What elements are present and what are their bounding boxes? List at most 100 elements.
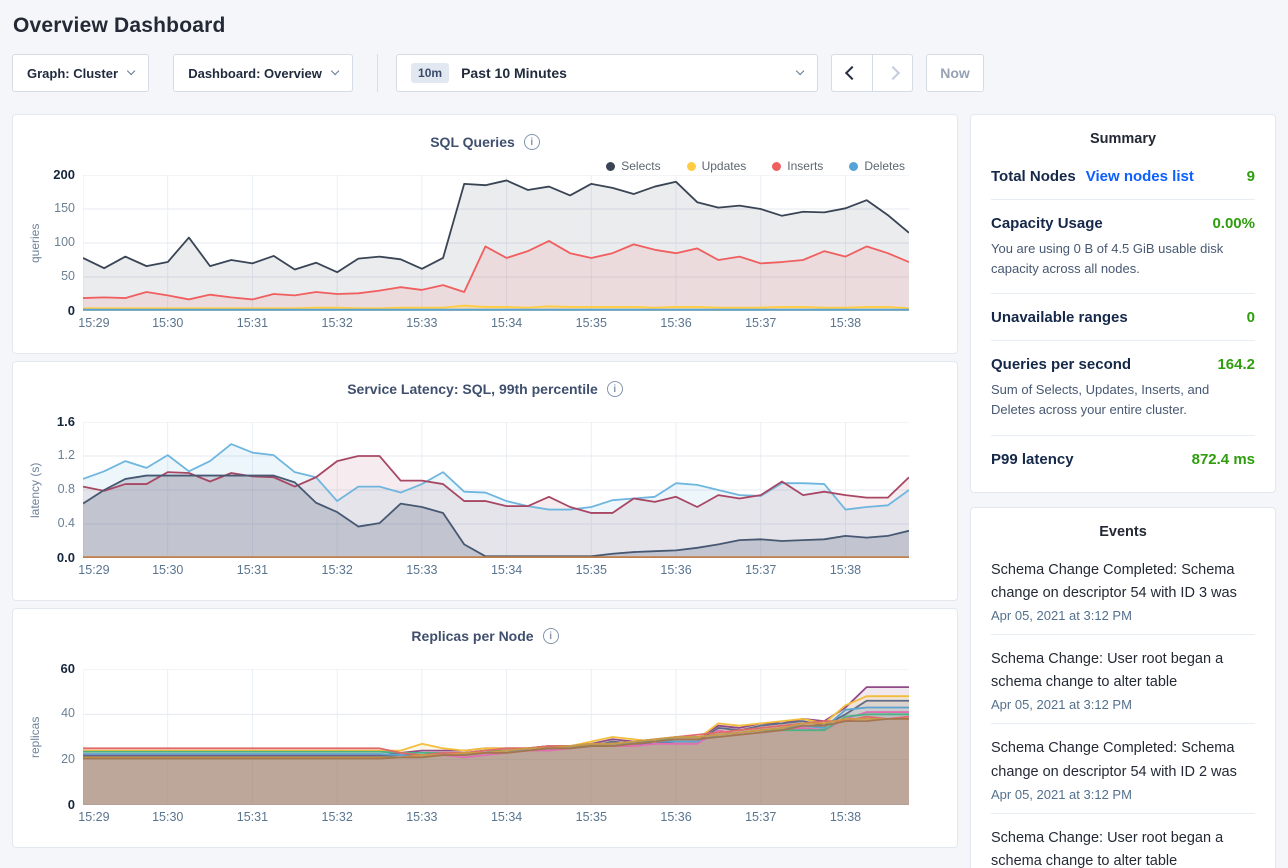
x-tick-label: 15:34 [490,563,523,577]
x-tick-label: 15:30 [152,563,184,577]
x-tick-label: 15:32 [321,810,353,824]
y-axis-title: replicas [28,716,42,758]
x-tick-label: 15:38 [829,810,862,824]
y-tick-label: 1.2 [57,448,75,462]
event-item: Schema Change: User root began a schema … [991,814,1255,868]
legend-item-updates: Updates [686,159,747,173]
event-message[interactable]: Schema Change Completed: Schema change o… [991,740,1237,780]
event-timestamp: Apr 05, 2021 at 3:12 PM [991,786,1132,802]
time-nav-group [831,54,914,92]
y-axis-title: queries [28,223,42,263]
x-tick-label: 15:38 [829,563,862,577]
event-message[interactable]: Schema Change: User root began a schema … [991,829,1224,868]
x-axis-ticks: 15:29 15:30 15:31 15:32 15:33 15:34 15:35 15:36… [78,558,909,577]
legend-label: Deletes [864,159,905,173]
x-tick-label: 15:33 [406,316,438,330]
info-icon[interactable]: i [523,134,540,150]
chevron-down-icon [330,67,340,76]
event-timestamp: Apr 05, 2021 at 3:12 PM [991,607,1132,623]
replicas-per-node-chart-card: Replicas per Node i replicas 0 20 40 60 15:… [12,608,958,848]
event-item: Schema Change Completed: Schema change o… [991,724,1255,814]
legend-item-selects: Selects [606,159,661,173]
summary-row-label: P99 latency [991,450,1074,468]
summary-title: Summary [1089,131,1157,147]
x-tick-label: 15:35 [575,810,607,824]
summary-row-value: 0.00% [1212,215,1255,232]
legend-label: Selects [621,159,661,173]
chevron-down-icon [126,67,136,76]
legend-dot [686,161,696,171]
events-title: Events [1099,523,1147,540]
y-tick-label: 60 [60,661,75,676]
y-tick-label: 0 [67,303,75,318]
x-tick-label: 15:36 [660,810,692,824]
now-button[interactable]: Now [926,54,985,92]
summary-row-value: 0 [1246,309,1255,327]
time-range-dropdown[interactable]: 10m Past 10 Minutes [396,54,819,92]
summary-row: Queries per second 164.2 Sum of Selects, U… [991,341,1255,436]
line-chart[interactable] [83,422,909,558]
x-tick-label: 15:32 [321,316,353,330]
legend-item-inserts: Inserts [772,159,823,173]
y-tick-label: 200 [53,167,75,182]
x-axis-ticks: 15:29 15:30 15:31 15:32 15:33 15:34 15:35 15:36… [78,311,909,330]
service-latency-chart-card: Service Latency: SQL, 99th percentile i … [12,361,958,601]
line-chart[interactable] [83,669,909,805]
x-tick-label: 15:35 [575,563,607,577]
summary-row-value: 164.2 [1217,356,1255,374]
summary-panel: Summary Total Nodes View nodes list 9 Capac… [970,114,1276,493]
chart-plot-area[interactable]: 15:29 15:30 15:31 15:32 15:33 15:34 15:35 15:36… [78,669,909,824]
summary-row: Total Nodes View nodes list 9 [991,153,1255,200]
summary-row-label: Queries per second [991,356,1132,374]
time-next-button[interactable] [872,55,912,91]
x-tick-label: 15:34 [490,316,523,330]
y-axis-ticks: 0 20 40 60 [47,661,83,812]
event-message[interactable]: Schema Change Completed: Schema change o… [991,561,1237,601]
chevron-down-icon [795,67,805,76]
x-tick-label: 15:30 [152,316,184,330]
y-tick-label: 100 [54,235,75,249]
y-tick-label: 0.4 [57,516,75,530]
time-prev-button[interactable] [832,55,872,91]
chevron-left-icon [844,65,860,81]
x-tick-label: 15:31 [236,316,269,330]
graph-selector-dropdown[interactable]: Graph: Cluster [12,54,150,92]
x-tick-label: 15:33 [406,563,438,577]
line-chart[interactable] [83,175,909,311]
event-timestamp: Apr 05, 2021 at 3:12 PM [991,697,1132,713]
x-tick-label: 15:30 [152,810,184,824]
legend-dot [772,161,782,171]
page-title: Overview Dashboard [13,14,226,37]
x-axis-ticks: 15:29 15:30 15:31 15:32 15:33 15:34 15:35 15:36… [78,805,909,824]
summary-row-label: Unavailable ranges [991,309,1128,327]
x-tick-label: 15:31 [236,563,269,577]
info-icon[interactable]: i [542,628,559,644]
y-tick-label: 0.0 [56,550,75,565]
summary-row-description: You are using 0 B of 4.5 GiB usable disk… [991,241,1224,277]
info-icon[interactable]: i [606,381,623,397]
toolbar: Graph: Cluster Dashboard: Overview 10m P… [0,54,1288,92]
view-nodes-list-link[interactable]: View nodes list [1085,168,1194,185]
x-tick-label: 15:35 [575,316,607,330]
chart-plot-area[interactable]: 15:29 15:30 15:31 15:32 15:33 15:34 15:35 15:36… [78,422,909,577]
x-tick-label: 15:36 [660,563,692,577]
chart-title: Replicas per Node [411,628,534,644]
x-tick-label: 15:37 [745,810,777,824]
event-item: Schema Change: User root began a schema … [991,635,1255,725]
legend-label: Inserts [787,159,824,173]
chevron-right-icon [885,65,900,81]
chart-legend: Selects Updates Inserts Deletes [606,159,905,173]
chart-plot-area[interactable]: 15:29 15:30 15:31 15:32 15:33 15:34 15:35 15:36… [78,175,909,330]
x-tick-label: 15:31 [236,810,269,824]
time-range-badge: 10m [411,63,450,83]
event-message[interactable]: Schema Change: User root began a schema … [991,650,1224,691]
summary-rows: Total Nodes View nodes list 9 Capacity Usag… [991,153,1255,482]
summary-row: Unavailable ranges 0 [991,294,1255,342]
summary-row: P99 latency 872.4 ms [991,436,1255,482]
legend-label: Updates [701,159,747,173]
dashboard-selector-dropdown[interactable]: Dashboard: Overview [173,54,354,92]
y-tick-label: 150 [54,201,75,215]
sql-queries-chart-card: SQL Queries i Selects Updates Inserts Delet… [12,114,958,354]
event-item: Schema Change Completed: Schema change o… [991,546,1255,635]
y-tick-label: 0.8 [57,482,75,496]
